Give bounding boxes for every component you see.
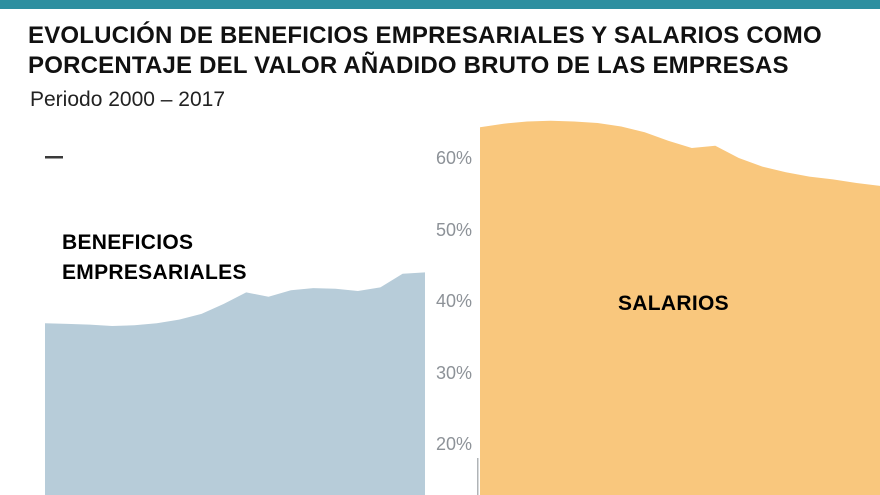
chart-subtitle: Periodo 2000 – 2017 [30,88,225,111]
chart-title-line2: PORCENTAJE DEL VALOR AÑADIDO BRUTO DE LA… [28,52,789,79]
accent-bar [0,0,880,9]
y-axis-tick-label-60: 60% [435,148,472,168]
y-axis-tick-label-40: 40% [435,291,472,311]
left-axis-tick-60-icon [45,156,63,159]
chart-title-line1: EVOLUCIÓN DE BENEFICIOS EMPRESARIALES Y … [28,22,822,49]
series-label-beneficios: BENEFICIOS EMPRESARIALES [62,231,247,284]
area-series-salarios [480,120,880,495]
chart-title: EVOLUCIÓN DE BENEFICIOS EMPRESARIALES Y … [28,21,822,81]
y-axis-tick-label-50: 50% [435,219,472,240]
area-series-beneficios [45,272,425,495]
y-axis-line-segment [477,458,479,495]
y-axis-tick-label-20: 20% [435,434,472,454]
series-label-salarios: SALARIOS [618,292,729,315]
y-axis-tick-label-30: 30% [435,362,472,383]
